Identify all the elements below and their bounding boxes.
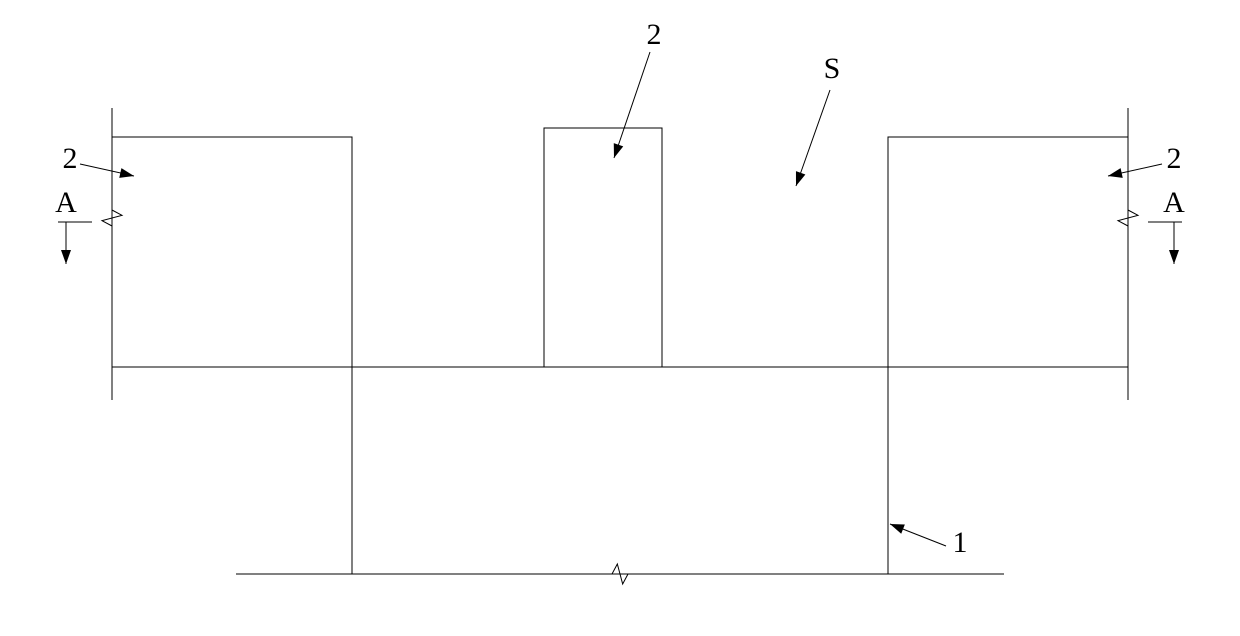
center-block xyxy=(544,128,662,367)
arrowhead xyxy=(1169,250,1179,264)
callout-2-left-label: 2 xyxy=(63,142,78,175)
arrowhead xyxy=(890,524,905,534)
section-label-left: A xyxy=(55,186,77,219)
arrowhead xyxy=(1108,168,1123,178)
arrowhead xyxy=(614,143,623,158)
arrowhead xyxy=(61,250,71,264)
callout-2-top-label: 2 xyxy=(647,18,662,51)
callout-S-leader-seg xyxy=(796,90,830,186)
right-block xyxy=(888,137,1128,367)
section-label-right: A xyxy=(1163,186,1185,219)
lower-block xyxy=(352,367,888,574)
arrowhead xyxy=(119,168,134,178)
callout-2-right-label: 2 xyxy=(1167,142,1182,175)
callout-2-top-leader-seg xyxy=(614,52,650,158)
callout-S-label: S xyxy=(824,52,841,85)
callout-1-label: 1 xyxy=(953,526,968,559)
arrowhead xyxy=(796,171,805,186)
left-block xyxy=(112,137,352,367)
